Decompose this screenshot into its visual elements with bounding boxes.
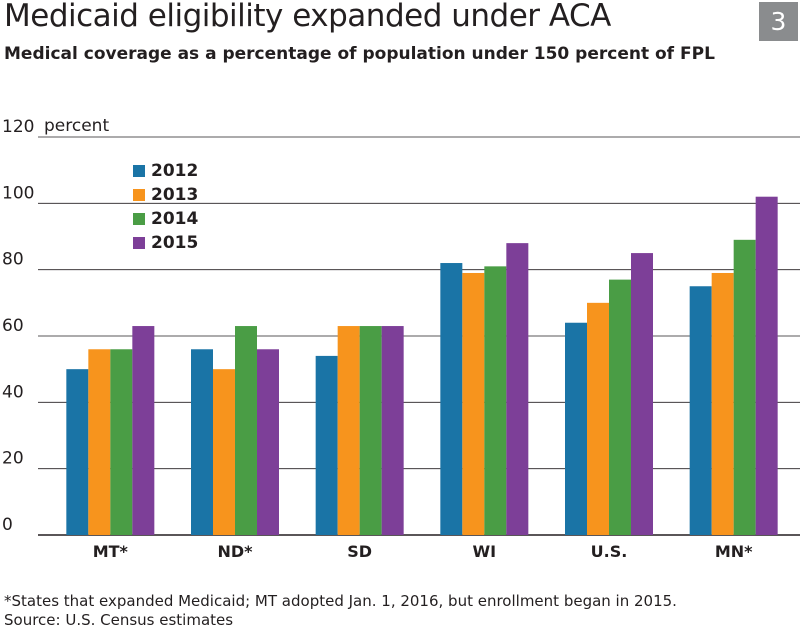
bar-2013-ND* [213,369,235,535]
bar-2014-U.S. [609,279,631,535]
y-axis-unit-label: percent [44,116,110,136]
bar-2012-WI [440,263,463,535]
bar-2015-WI [506,243,529,535]
x-category-label: MN* [715,542,753,561]
y-tick-label: 20 [2,449,24,469]
bar-2014-ND* [235,326,257,535]
x-category-label: U.S. [591,542,628,561]
y-tick-label: 80 [2,250,24,270]
bar-2014-WI [484,266,507,535]
bar-2012-U.S. [565,322,587,535]
bar-2013-WI [462,272,485,535]
bar-2015-MN* [755,196,778,535]
x-category-label: SD [347,542,372,561]
bar-2012-MN* [689,286,712,535]
footnote: *States that expanded Medicaid; MT adopt… [4,592,677,610]
bar-2014-SD [359,326,382,535]
bar-2012-MT* [66,369,89,535]
bar-2015-SD [381,326,404,535]
bar-2015-ND* [257,349,279,535]
bar-2014-MT* [110,349,133,535]
legend-swatch-2015 [133,237,145,249]
bar-2015-MT* [132,326,155,535]
bar-2013-MN* [711,272,734,535]
bar-2013-U.S. [587,302,609,535]
chart-title: Medicaid eligibility expanded under ACA [4,0,611,34]
chart-subtitle: Medical coverage as a percentage of popu… [4,44,715,64]
x-category-label: WI [473,542,497,561]
y-tick-label: 100 [2,183,34,203]
y-tick-label: 40 [2,382,24,402]
legend-label: 2013 [151,185,198,205]
legend-swatch-2013 [133,189,145,201]
legend-label: 2015 [151,233,198,253]
legend-swatch-2014 [133,213,145,225]
bar-2015-U.S. [631,253,653,536]
figure-number-badge: 3 [759,2,798,41]
bar-2013-SD [337,326,360,535]
legend-label: 2012 [151,161,198,181]
bar-2014-MN* [733,239,756,536]
y-tick-label: 60 [2,316,24,336]
bar-2013-MT* [88,349,111,535]
x-category-label: ND* [217,542,253,561]
bar-2012-ND* [191,349,213,535]
y-tick-label: 120 [2,117,34,137]
source-note: Source: U.S. Census estimates [4,611,234,629]
legend-swatch-2012 [133,165,145,177]
x-category-label: MT* [93,542,129,561]
y-tick-label: 0 [2,515,13,535]
legend-label: 2014 [151,209,198,229]
bar-2012-SD [315,355,338,535]
